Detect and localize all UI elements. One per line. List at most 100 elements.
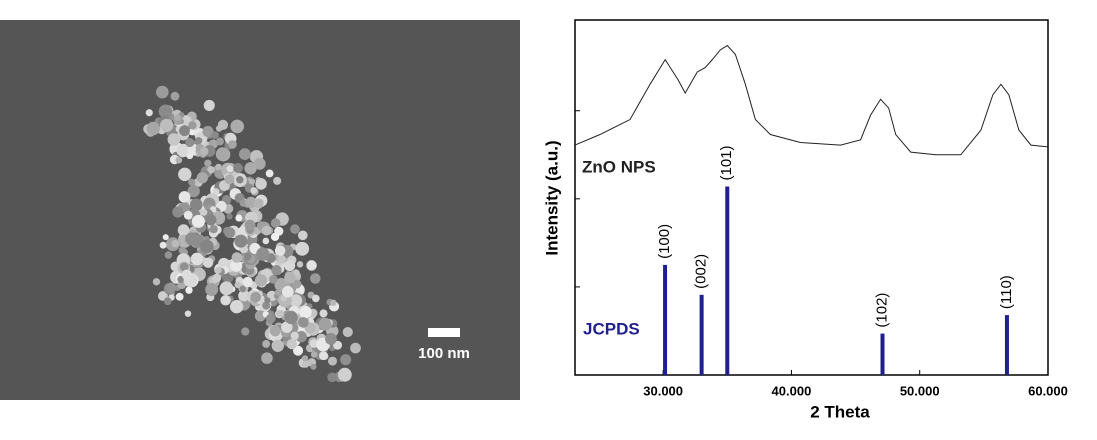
peak-label: (102) — [873, 293, 890, 328]
sem-particle — [333, 340, 343, 350]
sem-particle — [299, 305, 312, 319]
sem-particle — [301, 355, 309, 362]
sem-particle — [200, 208, 208, 216]
sem-particle — [160, 118, 174, 132]
sem-particle — [190, 252, 204, 266]
sem-particle — [274, 289, 282, 296]
plot-frame — [574, 19, 1049, 376]
series-label: JCPDS — [583, 319, 640, 338]
reference-peak — [725, 186, 730, 375]
sem-particle — [293, 345, 304, 356]
sem-particle — [226, 213, 233, 220]
sem-particle — [310, 351, 318, 358]
sem-particle — [167, 133, 181, 146]
sem-particle — [211, 131, 219, 140]
sem-particle — [215, 125, 223, 132]
sem-particle — [170, 91, 180, 101]
sem-particle — [212, 273, 222, 283]
x-axis-label: 2 Theta — [810, 402, 870, 421]
sem-particle — [236, 176, 244, 184]
sem-particle — [183, 210, 193, 220]
sem-particle — [270, 218, 281, 228]
sem-particle — [233, 163, 244, 173]
sem-particles — [143, 85, 361, 383]
sem-particle — [337, 367, 352, 382]
sem-particle — [179, 262, 189, 272]
sem-particle — [261, 352, 273, 364]
sem-particle — [318, 351, 328, 361]
sem-particle — [207, 165, 215, 174]
y-axis-label: Intensity (a.u.) — [542, 140, 561, 255]
sem-particle — [175, 156, 183, 164]
sem-particle — [185, 137, 195, 148]
sem-particle — [215, 147, 230, 162]
sem-particle — [152, 278, 161, 286]
peak-label: (100) — [656, 224, 673, 259]
sem-particle — [162, 234, 169, 241]
sem-particle — [176, 143, 190, 158]
sem-particle — [175, 292, 184, 301]
sem-particle — [297, 230, 308, 241]
sem-particle — [234, 281, 242, 289]
sem-particle — [215, 137, 224, 146]
scale-label: 100 nm — [418, 345, 470, 362]
sem-particle — [219, 281, 234, 296]
sem-particle — [310, 363, 317, 370]
sem-particle — [269, 274, 278, 284]
sem-particle — [188, 121, 197, 130]
sem-particle — [230, 259, 243, 272]
sem-particle — [250, 291, 262, 303]
sem-particle — [244, 253, 252, 261]
sem-image — [0, 20, 520, 400]
sem-particle — [191, 214, 205, 228]
sem-particle — [171, 239, 180, 248]
sem-particle — [202, 125, 214, 137]
sem-particle — [284, 310, 298, 325]
sem-particle — [280, 295, 287, 302]
sem-particle — [172, 206, 184, 218]
sem-particle — [145, 109, 153, 117]
sem-particle — [224, 227, 236, 239]
sem-particle — [155, 85, 169, 99]
sem-particle — [306, 260, 317, 271]
sem-particle — [262, 237, 270, 245]
sem-particle — [220, 295, 231, 306]
sem-particle — [205, 214, 217, 226]
sem-particle — [234, 234, 248, 248]
sem-particle — [231, 252, 243, 263]
sem-particle — [230, 119, 245, 134]
sem-particle — [296, 261, 304, 268]
sem-particle — [276, 309, 285, 318]
sem-particle — [286, 339, 297, 350]
x-tick-label: 30.000 — [643, 383, 683, 398]
sem-particle — [185, 286, 193, 294]
sem-particle — [250, 187, 258, 194]
sem-particle — [205, 283, 219, 296]
peak-label: (101) — [718, 145, 735, 180]
sem-particle — [262, 340, 271, 348]
peak-label: (002) — [693, 254, 710, 289]
reference-peak — [1004, 315, 1009, 375]
sem-particle — [330, 299, 337, 307]
sem-particle — [229, 299, 244, 314]
sem-particle — [200, 239, 214, 254]
sem-particle — [309, 339, 319, 348]
sem-particle — [178, 167, 192, 182]
sem-particle — [342, 327, 353, 338]
sem-particle — [292, 279, 302, 289]
sem-particle — [301, 360, 310, 368]
sem-particle — [265, 313, 276, 324]
sem-particle — [254, 274, 268, 287]
sem-particle — [212, 188, 220, 195]
sem-particle — [224, 174, 235, 185]
sem-particle — [235, 214, 243, 222]
sem-particle — [187, 185, 200, 198]
sem-particle — [241, 327, 250, 336]
sem-particle — [238, 148, 251, 161]
sem-particle — [310, 273, 321, 284]
sem-particle — [277, 255, 286, 264]
sem-particle — [274, 245, 286, 256]
sem-particle — [312, 294, 320, 303]
sem-particle — [179, 125, 190, 137]
